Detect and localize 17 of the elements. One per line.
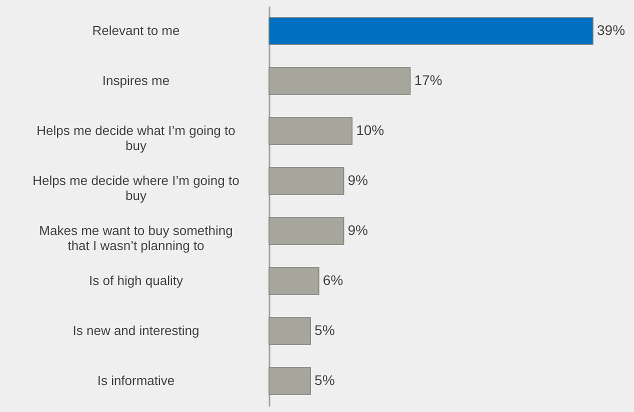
- y-tick-label: Helps me decide where I’m going to buy: [32, 173, 240, 203]
- bar: [268, 17, 594, 45]
- data-label: 5%: [314, 372, 335, 388]
- data-label: 9%: [348, 222, 368, 238]
- data-label: 39%: [597, 22, 626, 38]
- y-tick-label: Helps me decide what I’m going to buy: [36, 123, 236, 153]
- y-tick-label: Is of high quality: [89, 273, 184, 288]
- y-tick-label: Makes me want to buy something that I wasn’t planning to: [39, 223, 233, 253]
- y-tick-label: Is informative: [97, 373, 175, 388]
- data-label: 10%: [356, 122, 384, 138]
- data-label: 17%: [414, 72, 442, 88]
- y-tick-label: Is new and interesting: [72, 323, 200, 338]
- y-tick-label: Relevant to me: [92, 23, 180, 38]
- data-label: 5%: [314, 322, 335, 338]
- data-label: 9%: [348, 172, 368, 188]
- y-tick-label: Inspires me: [102, 73, 170, 88]
- data-label: 6%: [322, 272, 344, 288]
